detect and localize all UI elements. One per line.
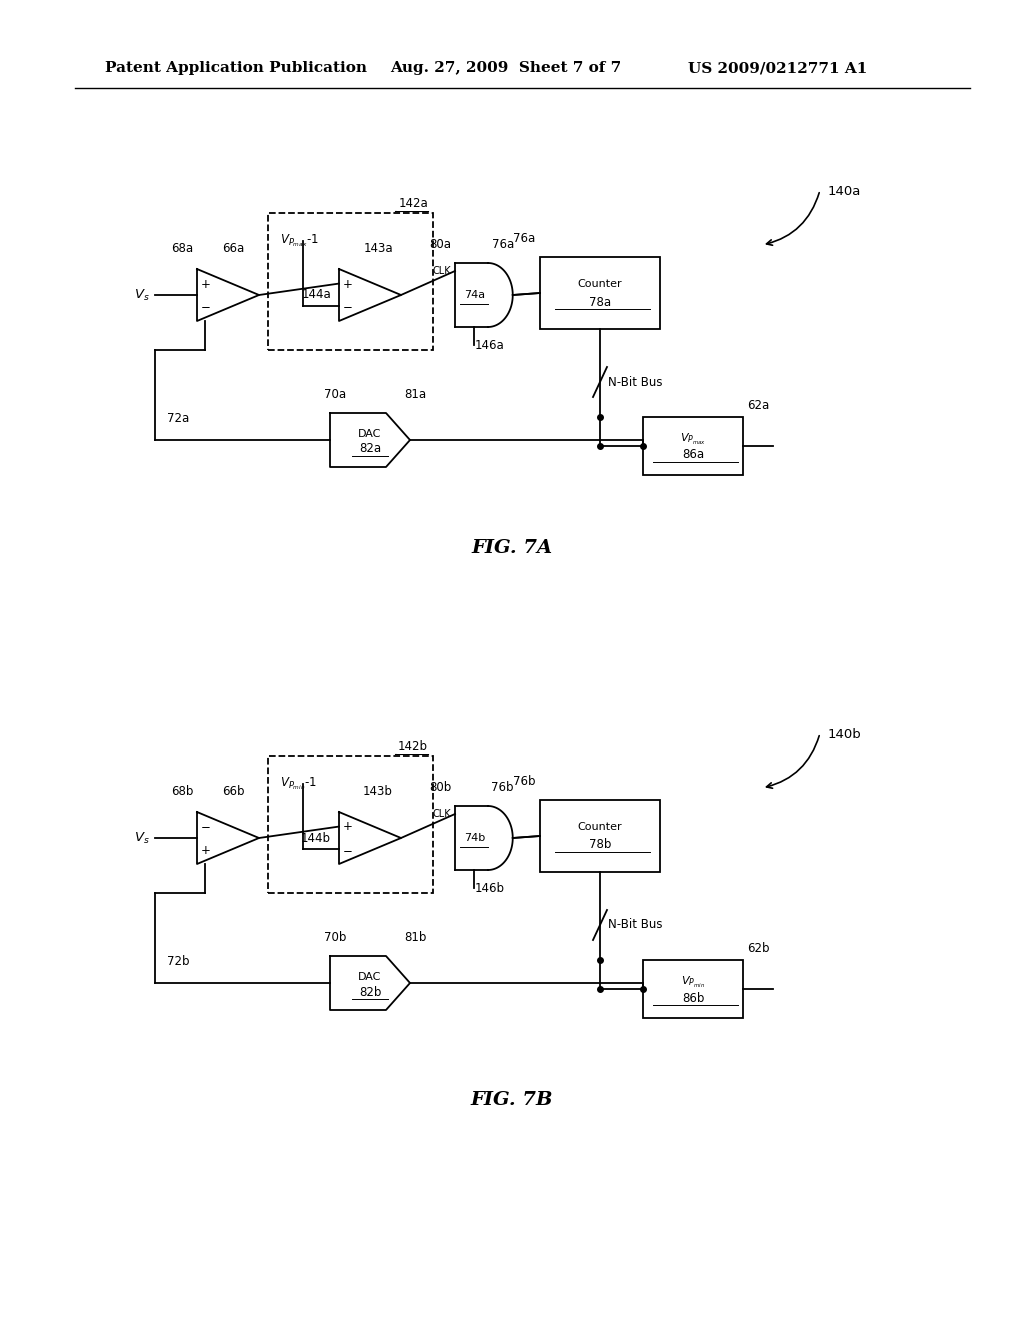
Text: 142b: 142b: [398, 741, 428, 752]
Text: N-Bit Bus: N-Bit Bus: [608, 919, 663, 932]
Text: Patent Application Publication: Patent Application Publication: [105, 61, 367, 75]
Text: −: −: [343, 301, 353, 314]
Text: 68a: 68a: [171, 242, 193, 255]
Text: 68b: 68b: [171, 785, 193, 799]
Text: $V_s$: $V_s$: [134, 288, 150, 302]
Text: 78a: 78a: [589, 296, 611, 309]
Text: 62b: 62b: [746, 942, 769, 954]
Bar: [268, 213, 433, 350]
Text: 82a: 82a: [359, 442, 381, 455]
Text: $V_{P_{max}}$: $V_{P_{max}}$: [680, 432, 707, 446]
Text: 144b: 144b: [301, 832, 331, 845]
Text: 76b: 76b: [512, 775, 535, 788]
Text: 80b: 80b: [429, 781, 452, 795]
Text: Counter: Counter: [578, 279, 623, 289]
Text: 86a: 86a: [682, 449, 705, 462]
Text: $V_{P_{max}}$-1: $V_{P_{max}}$-1: [280, 232, 318, 249]
Text: 72a: 72a: [167, 412, 189, 425]
Text: 140a: 140a: [828, 185, 861, 198]
Text: DAC: DAC: [358, 972, 382, 982]
Text: CLK: CLK: [432, 809, 451, 818]
Text: 66a: 66a: [222, 242, 244, 255]
Text: 140b: 140b: [828, 729, 862, 741]
Text: CLK: CLK: [432, 267, 451, 276]
Text: 74b: 74b: [464, 833, 485, 843]
Bar: [540, 800, 660, 873]
Text: FIG. 7B: FIG. 7B: [471, 1092, 553, 1109]
Text: −: −: [343, 845, 353, 858]
Text: 143a: 143a: [364, 242, 393, 255]
Bar: [268, 756, 433, 894]
Text: 142a: 142a: [398, 197, 428, 210]
Text: 76b: 76b: [492, 781, 514, 795]
Text: $V_{P_{min}}$: $V_{P_{min}}$: [681, 974, 706, 990]
Bar: [540, 257, 660, 329]
Text: +: +: [201, 277, 211, 290]
Text: 143b: 143b: [364, 785, 393, 799]
Bar: [643, 960, 743, 1018]
Text: 62a: 62a: [746, 399, 769, 412]
Text: 80a: 80a: [429, 238, 451, 251]
Text: 70b: 70b: [324, 931, 346, 944]
Text: 146b: 146b: [474, 882, 504, 895]
Text: 144a: 144a: [301, 289, 331, 301]
Text: Counter: Counter: [578, 822, 623, 832]
Text: FIG. 7A: FIG. 7A: [471, 539, 553, 557]
Text: −: −: [201, 821, 211, 833]
Text: +: +: [201, 845, 211, 858]
Text: −: −: [201, 301, 211, 314]
Bar: [643, 417, 743, 475]
Text: 66b: 66b: [222, 785, 245, 799]
Text: 74a: 74a: [464, 290, 484, 300]
Text: 146a: 146a: [474, 339, 504, 352]
Text: 78b: 78b: [589, 838, 611, 851]
Text: 70a: 70a: [324, 388, 346, 401]
Text: N-Bit Bus: N-Bit Bus: [608, 375, 663, 388]
Text: $V_{P_{min}}$-1: $V_{P_{min}}$-1: [280, 776, 317, 792]
Text: US 2009/0212771 A1: US 2009/0212771 A1: [688, 61, 867, 75]
Text: +: +: [343, 277, 353, 290]
Text: 86b: 86b: [682, 991, 705, 1005]
Text: 72b: 72b: [167, 954, 189, 968]
Text: 82b: 82b: [358, 986, 381, 998]
Text: +: +: [343, 821, 353, 833]
Text: 81a: 81a: [403, 388, 426, 401]
Text: $V_s$: $V_s$: [134, 830, 150, 846]
Text: 76a: 76a: [513, 232, 535, 246]
Text: Aug. 27, 2009  Sheet 7 of 7: Aug. 27, 2009 Sheet 7 of 7: [390, 61, 622, 75]
Text: DAC: DAC: [358, 429, 382, 440]
Text: 81b: 81b: [403, 931, 426, 944]
Text: 76a: 76a: [492, 238, 514, 251]
